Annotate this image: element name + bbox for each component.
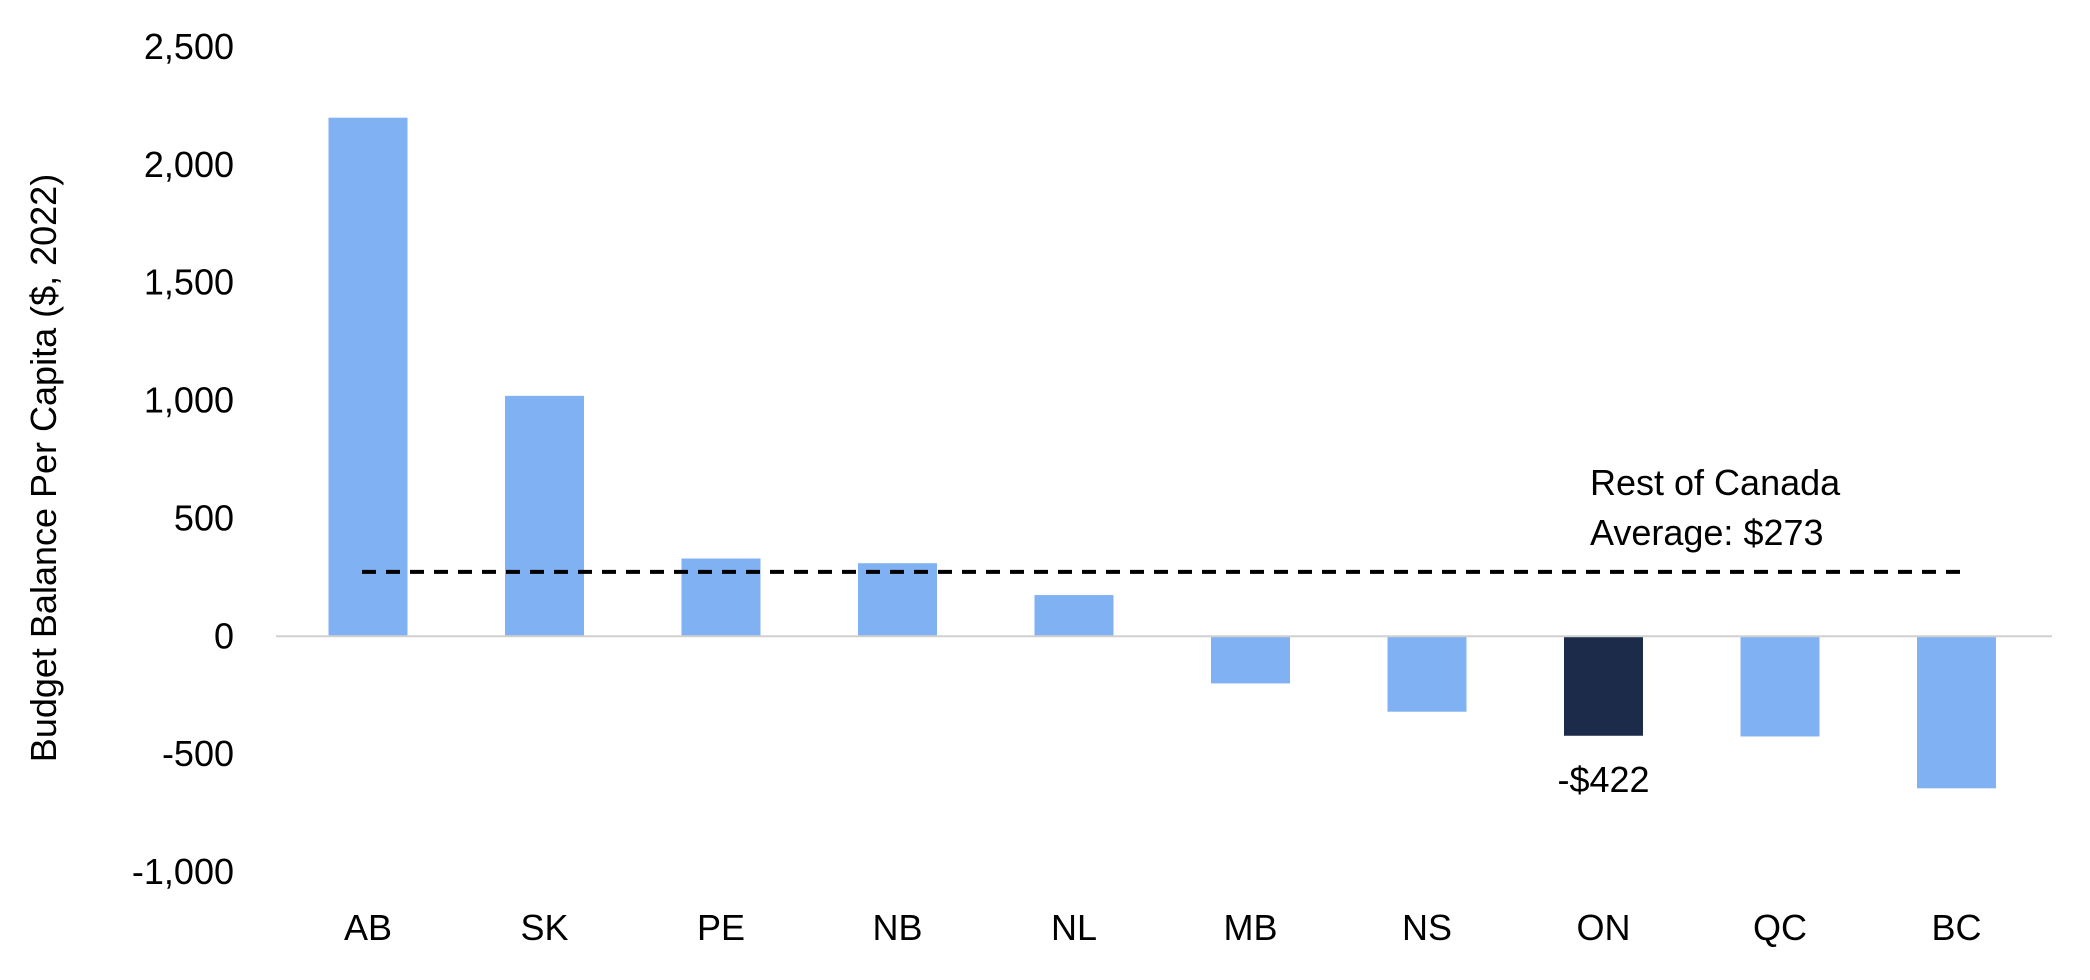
x-tick-label-bc: BC	[1931, 907, 1981, 948]
y-tick-label: -500	[162, 733, 234, 774]
x-tick-label-ns: NS	[1402, 907, 1452, 948]
x-tick-label-nl: NL	[1051, 907, 1097, 948]
y-axis-title: Budget Balance Per Capita ($, 2022)	[23, 174, 64, 762]
bar-sk	[505, 395, 584, 637]
y-axis-ticks: -1,000 -500 0 500 1,000 1,500 2,000 2,500	[132, 26, 234, 892]
y-tick-label: 500	[174, 497, 234, 538]
bar-mb	[1211, 636, 1290, 684]
y-tick-label: 1,500	[144, 262, 234, 303]
bar-nl	[1034, 595, 1114, 637]
x-tick-label-qc: QC	[1753, 907, 1807, 948]
bar-ns	[1387, 636, 1467, 712]
data-labels: -$422	[1557, 759, 1649, 800]
y-tick-label: 2,500	[144, 26, 234, 67]
reference-label-line: Average: $273	[1590, 512, 1824, 553]
bar-qc	[1740, 636, 1820, 737]
bar-ab	[328, 117, 408, 637]
x-tick-label-pe: PE	[697, 907, 745, 948]
bar-on	[1564, 636, 1643, 736]
y-tick-label: 2,000	[144, 144, 234, 185]
bars	[328, 117, 1996, 789]
y-tick-label: 0	[214, 615, 234, 656]
x-tick-label-sk: SK	[520, 907, 568, 948]
x-tick-label-nb: NB	[872, 907, 922, 948]
data-label-on: -$422	[1557, 759, 1649, 800]
x-tick-label-on: ON	[1577, 907, 1631, 948]
y-tick-label: 1,000	[144, 380, 234, 421]
x-tick-label-mb: MB	[1224, 907, 1278, 948]
reference-label-line: Rest of Canada	[1590, 462, 1841, 503]
x-axis-category-labels: AB SK PE NB NL MB NS ON QC BC	[344, 907, 1982, 948]
y-axis-title-group: Budget Balance Per Capita ($, 2022)	[23, 174, 64, 762]
bar-bc	[1917, 636, 1996, 789]
bar-nb	[858, 563, 937, 637]
reference-label: Rest of Canada Average: $273	[1590, 462, 1841, 553]
y-tick-label: -1,000	[132, 851, 234, 892]
x-tick-label-ab: AB	[344, 907, 392, 948]
